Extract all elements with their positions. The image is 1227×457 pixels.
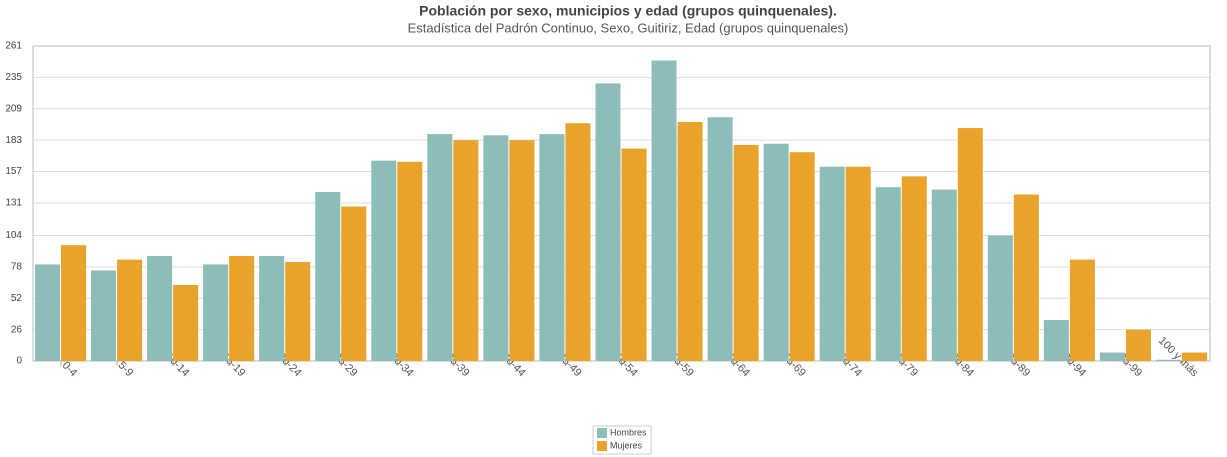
bar	[1125, 329, 1151, 361]
y-tick-label: 235	[5, 72, 22, 83]
bar	[875, 187, 901, 361]
y-tick-label: 52	[11, 293, 23, 304]
bar	[1181, 352, 1207, 361]
y-tick-label: 157	[5, 166, 22, 177]
bar	[203, 264, 229, 361]
y-tick-label: 26	[11, 324, 23, 335]
bar	[707, 117, 733, 361]
y-tick-label: 209	[5, 103, 22, 114]
bar	[453, 140, 479, 361]
y-tick-label: 261	[5, 41, 22, 52]
bar	[259, 256, 285, 361]
bar	[147, 256, 173, 361]
bar	[819, 166, 845, 361]
bar	[483, 135, 509, 361]
bar	[565, 123, 591, 361]
bar	[1013, 194, 1039, 361]
bar	[931, 189, 957, 361]
bar	[901, 176, 927, 361]
bar	[35, 264, 61, 361]
legend-label: Hombres	[610, 427, 647, 437]
legend-label: Mujeres	[610, 440, 643, 450]
legend-swatch	[597, 441, 607, 451]
bar	[595, 83, 621, 362]
x-tick-label: 0-4	[60, 359, 80, 379]
chart-subtitle: Estadística del Padrón Continuo, Sexo, G…	[408, 20, 849, 35]
y-tick-label: 78	[11, 262, 23, 273]
bar	[763, 143, 789, 361]
bar	[733, 144, 759, 361]
bar	[229, 256, 255, 361]
x-tick-label: 5-9	[116, 359, 136, 379]
bar	[987, 235, 1013, 361]
bar	[1043, 319, 1069, 361]
bar	[539, 134, 565, 361]
y-tick-label: 104	[5, 230, 22, 241]
y-tick-label: 131	[5, 198, 22, 209]
bar	[1099, 352, 1125, 361]
bar	[61, 245, 87, 361]
bar	[1069, 259, 1095, 361]
bar	[677, 122, 703, 361]
bar	[397, 161, 423, 361]
bar	[341, 206, 367, 361]
y-tick-label: 0	[16, 356, 22, 367]
bar	[1155, 359, 1181, 361]
y-tick-label: 183	[5, 135, 22, 146]
chart-title: Población por sexo, municipios y edad (g…	[419, 3, 837, 19]
bar	[621, 148, 647, 361]
bar	[427, 134, 453, 361]
bar	[845, 166, 871, 361]
bar	[315, 192, 341, 361]
legend-swatch	[597, 428, 607, 438]
bar	[173, 284, 199, 361]
bar	[117, 259, 143, 361]
bar	[651, 60, 677, 361]
bar	[957, 128, 983, 361]
bar	[371, 160, 397, 361]
bar	[509, 140, 535, 361]
bar	[285, 262, 311, 361]
bar	[91, 270, 117, 361]
bar	[789, 152, 815, 361]
